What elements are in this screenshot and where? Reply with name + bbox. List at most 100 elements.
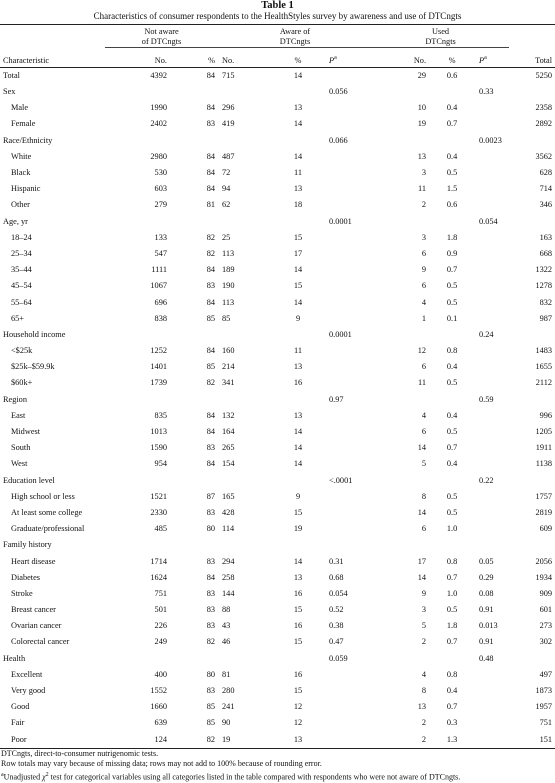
cell-aware-no bbox=[218, 651, 275, 667]
cell-aware-no: 94 bbox=[222, 184, 231, 194]
col-used-pct: % bbox=[429, 47, 476, 68]
cell-not-aware-pct bbox=[170, 327, 218, 343]
table-caption: Characteristics of consumer respondents … bbox=[93, 11, 462, 21]
cell-used-p bbox=[475, 489, 509, 505]
cell-characteristic: Stroke bbox=[11, 588, 33, 598]
cell-total bbox=[509, 651, 555, 667]
cell-used-no: 11 bbox=[418, 184, 427, 194]
cell-used-pct bbox=[429, 84, 475, 100]
cell-used-pct: 0.3 bbox=[446, 718, 458, 728]
cell-not-aware-pct: 83 bbox=[206, 621, 216, 631]
cell-not-aware-no: 124 bbox=[154, 734, 167, 744]
cell-aware-no bbox=[218, 133, 275, 149]
cell-characteristic: 18–24 bbox=[11, 232, 32, 242]
cell-aware-pct: 9 bbox=[295, 313, 301, 323]
cell-used-no bbox=[372, 327, 429, 343]
cell-used-no: 13 bbox=[417, 702, 427, 712]
cell-aware-pct: 13 bbox=[293, 734, 303, 744]
cell-used-pct: 0.7 bbox=[446, 443, 458, 453]
cell-used-no: 14 bbox=[417, 507, 427, 517]
cell-not-aware-no bbox=[105, 133, 170, 149]
table-row: 18–24 133 82 25 15 3 1.8 163 bbox=[0, 230, 555, 246]
cell-total bbox=[509, 327, 555, 343]
cell-not-aware-no bbox=[105, 473, 170, 489]
cell-used-p bbox=[475, 262, 509, 278]
cell-not-aware-no: 1624 bbox=[150, 572, 167, 582]
cell-characteristic: Education level bbox=[3, 475, 55, 485]
cell-aware-no bbox=[218, 84, 275, 100]
cell-aware-p bbox=[321, 68, 372, 85]
cell-not-aware-pct: 84 bbox=[206, 346, 216, 356]
cell-not-aware-pct: 83 bbox=[206, 686, 216, 696]
cell-used-pct bbox=[429, 392, 475, 408]
cell-aware-p: <.0001 bbox=[329, 475, 353, 485]
cell-aware-p bbox=[321, 343, 372, 359]
cell-used-pct: 0.4 bbox=[446, 410, 458, 420]
cell-aware-p bbox=[321, 505, 372, 521]
cell-aware-p: 0.056 bbox=[329, 87, 348, 97]
cell-aware-pct: 15 bbox=[293, 637, 303, 647]
cell-used-p bbox=[475, 424, 509, 440]
cell-used-pct: 0.5 bbox=[446, 605, 458, 615]
cell-characteristic: High school or less bbox=[11, 491, 75, 501]
column-header-row: Characteristic No. % No. % Pa No. % Pa T… bbox=[0, 47, 555, 68]
table-row: $60k+ 1739 82 341 16 11 0.5 2112 bbox=[0, 375, 555, 391]
cell-used-no bbox=[372, 537, 429, 553]
cell-aware-pct: 14 bbox=[293, 443, 303, 453]
cell-not-aware-no: 2980 bbox=[150, 151, 167, 161]
cell-characteristic: At least some college bbox=[11, 507, 83, 517]
col-used-p: Pa bbox=[475, 47, 510, 68]
cell-aware-pct: 16 bbox=[293, 669, 303, 679]
cell-not-aware-pct: 85 bbox=[206, 313, 216, 323]
cell-used-pct: 0.7 bbox=[446, 702, 458, 712]
cell-used-pct bbox=[429, 133, 475, 149]
cell-characteristic: West bbox=[11, 459, 28, 469]
cell-not-aware-no: 249 bbox=[154, 637, 167, 647]
cell-aware-p bbox=[321, 489, 372, 505]
cell-characteristic: Excellent bbox=[11, 669, 43, 679]
cell-aware-p: 0.31 bbox=[329, 556, 344, 566]
cell-aware-p bbox=[321, 262, 372, 278]
cell-aware-p: 0.68 bbox=[329, 572, 344, 582]
table-row: Stroke 751 83 144 16 0.054 9 1.0 0.08 909 bbox=[0, 586, 555, 602]
cell-aware-p: 0.52 bbox=[329, 605, 344, 615]
cell-used-pct bbox=[429, 651, 475, 667]
cell-used-pct: 0.4 bbox=[446, 103, 458, 113]
table-row: Male 1990 84 296 13 10 0.4 2358 bbox=[0, 100, 555, 116]
cell-not-aware-no: 1660 bbox=[150, 702, 167, 712]
cell-used-p: 0.59 bbox=[479, 394, 494, 404]
cell-not-aware-no: 530 bbox=[154, 168, 167, 178]
col-aware-p: Pa bbox=[321, 47, 373, 68]
cell-not-aware-pct: 85 bbox=[206, 718, 216, 728]
cell-not-aware-no: 2402 bbox=[150, 119, 167, 129]
cell-used-no bbox=[372, 473, 429, 489]
cell-not-aware-no bbox=[105, 537, 170, 553]
table-row: $25k–$59.9k 1401 85 214 13 6 0.4 1655 bbox=[0, 359, 555, 375]
cell-aware-no: 428 bbox=[222, 507, 235, 517]
table-row: Education level <.0001 0.22 bbox=[0, 473, 555, 489]
col-total: Total bbox=[509, 47, 555, 68]
cell-not-aware-no: 1013 bbox=[150, 427, 167, 437]
cell-used-no: 9 bbox=[421, 265, 427, 275]
cell-used-no: 3 bbox=[421, 168, 427, 178]
cell-total: 163 bbox=[539, 232, 553, 242]
cell-aware-pct: 14 bbox=[293, 427, 303, 437]
cell-used-no: 8 bbox=[421, 686, 427, 696]
cell-aware-no: 154 bbox=[222, 459, 235, 469]
cell-total: 2819 bbox=[535, 507, 553, 517]
cell-used-no: 14 bbox=[417, 572, 427, 582]
cell-characteristic: Poor bbox=[11, 734, 27, 744]
cell-not-aware-no: 501 bbox=[154, 605, 167, 615]
cell-used-p bbox=[475, 683, 509, 699]
cell-aware-pct: 13 bbox=[293, 572, 303, 582]
cell-aware-no: 294 bbox=[222, 556, 235, 566]
cell-aware-pct bbox=[275, 327, 321, 343]
cell-total: 832 bbox=[539, 297, 553, 307]
cell-used-no: 3 bbox=[421, 605, 427, 615]
cell-total: 2112 bbox=[535, 378, 553, 388]
table-row: Race/Ethnicity 0.066 0.0023 bbox=[0, 133, 555, 149]
cell-aware-p bbox=[321, 537, 372, 553]
col-aware-no: No. bbox=[218, 47, 276, 68]
cell-aware-p bbox=[321, 699, 372, 715]
cell-used-p: 0.48 bbox=[479, 653, 494, 663]
